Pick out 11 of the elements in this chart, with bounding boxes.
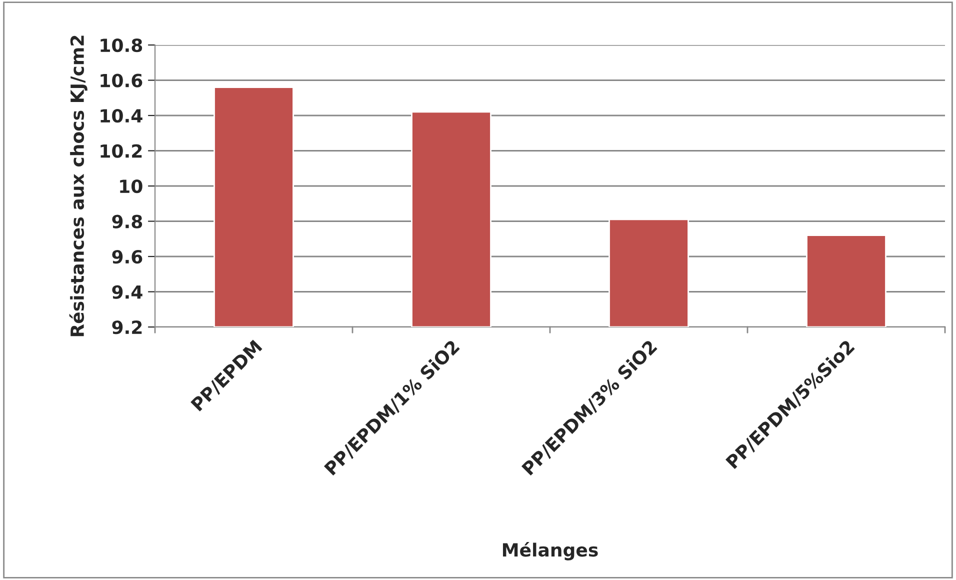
y-axis-title: Résistances aux chocs KJ/cm2 xyxy=(69,36,88,336)
y-tick-label: 10 xyxy=(120,179,142,194)
y-tick-label: 10.6 xyxy=(100,74,142,88)
y-tick-label: 9.6 xyxy=(112,250,142,264)
y-tick-label: 10.8 xyxy=(100,38,142,52)
y-tick-label: 9.2 xyxy=(112,320,142,334)
y-tick-label: 9.8 xyxy=(112,214,142,228)
y-tick-label: 10.2 xyxy=(100,144,142,158)
y-tick-label: 10.4 xyxy=(100,108,142,123)
x-axis-title: Mélanges xyxy=(502,542,598,560)
y-tick-label: 9.4 xyxy=(112,285,142,299)
